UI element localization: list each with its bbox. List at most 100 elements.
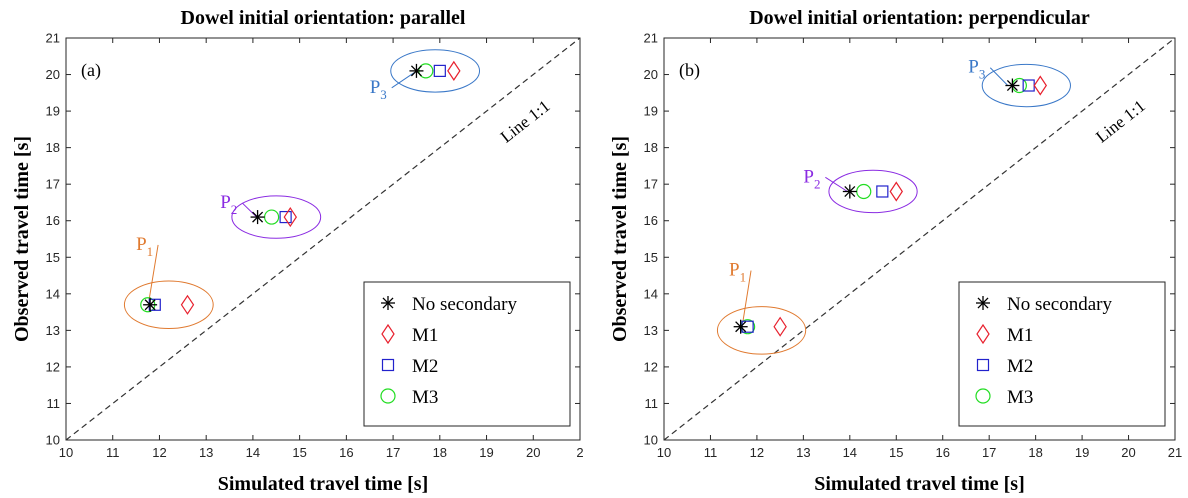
group-leader-line	[742, 270, 752, 322]
data-point-m1	[773, 316, 787, 337]
y-tick-label: 18	[46, 140, 60, 155]
group-label-letter: P	[370, 77, 381, 98]
group-label: P1	[136, 234, 153, 259]
data-point-m2	[279, 210, 292, 224]
y-tick-label: 12	[644, 359, 658, 374]
asterisk-stroke	[410, 65, 422, 77]
y-axis-label: Observed travel time [s]	[609, 136, 631, 342]
data-point-no-secondary	[733, 319, 748, 334]
x-tick-label: 13	[796, 445, 810, 460]
x-tick-label: 20	[1121, 445, 1135, 460]
y-tick-label: 17	[644, 177, 658, 192]
x-tick-label: 15	[292, 445, 306, 460]
legend-marker	[380, 388, 396, 404]
y-tick-label: 14	[46, 286, 60, 301]
group-label-letter: P	[968, 57, 979, 78]
x-tick-label: 18	[433, 445, 447, 460]
data-point-m3	[264, 209, 280, 225]
asterisk-stroke	[844, 185, 856, 197]
y-tick-label: 21	[644, 31, 658, 46]
legend-label: M2	[1007, 356, 1033, 377]
y-tick-label: 15	[46, 250, 60, 265]
group-label-letter: P	[136, 234, 147, 255]
legend-marker	[381, 323, 395, 345]
group-label-subscript: 1	[740, 270, 747, 285]
legend-label: M1	[412, 325, 438, 346]
legend: No secondary M1 M2 M3	[363, 281, 571, 427]
data-point-m3	[856, 183, 872, 200]
x-axis-label: Simulated travel time [s]	[218, 473, 429, 495]
y-tick-label: 15	[644, 250, 658, 265]
y-tick-label: 10	[46, 433, 60, 448]
data-point-m1	[283, 206, 298, 228]
legend-marker	[381, 296, 395, 310]
y-tick-label: 13	[644, 323, 658, 338]
group-ellipse	[828, 169, 918, 214]
one-to-one-line	[663, 37, 1176, 441]
legend-label: No secondary	[412, 294, 517, 315]
y-tick-label: 17	[46, 177, 60, 192]
chart-title: Dowel initial orientation: parallel	[181, 7, 466, 29]
legend-label: No secondary	[1007, 294, 1112, 315]
legend-marker	[975, 388, 991, 404]
y-tick-label: 20	[46, 67, 60, 82]
asterisk-stroke	[977, 297, 989, 309]
x-tick-label: 13	[199, 445, 213, 460]
group-label: P3	[968, 57, 985, 82]
group-leader-line	[148, 244, 159, 300]
x-tick-label: 17	[386, 445, 400, 460]
x-tick-label: 21	[1168, 445, 1182, 460]
data-point-no-secondary	[143, 297, 158, 312]
plot-area-frame	[65, 37, 581, 441]
asterisk-stroke	[252, 211, 264, 223]
x-tick-label: 2	[576, 445, 583, 460]
data-point-no-secondary	[409, 63, 424, 78]
group-ellipse	[981, 63, 1071, 108]
y-tick-label: 21	[46, 31, 60, 46]
group-ellipse	[123, 280, 214, 330]
y-tick-label: 20	[644, 67, 658, 82]
x-tick-label: 19	[1075, 445, 1089, 460]
y-tick-label: 12	[46, 359, 60, 374]
x-tick-label: 14	[843, 445, 857, 460]
data-point-m1	[180, 294, 195, 315]
one-to-one-line-label: Line 1:1	[1092, 96, 1149, 146]
x-tick-label: 15	[889, 445, 903, 460]
group-label-subscript: 3	[380, 87, 387, 102]
legend-label: M1	[1007, 325, 1033, 346]
group-ellipse	[716, 306, 807, 355]
y-tick-label: 16	[46, 213, 60, 228]
x-tick-label: 10	[657, 445, 671, 460]
group-label-letter: P	[220, 192, 231, 213]
asterisk-stroke	[382, 297, 394, 309]
y-tick-label: 13	[46, 323, 60, 338]
panel-label: (a)	[81, 60, 101, 81]
data-point-no-secondary	[1005, 78, 1020, 93]
data-point-m2	[433, 64, 446, 77]
chart-panel-b: Dowel initial orientation: perpendicular…	[609, 7, 1182, 495]
group-leader-line	[241, 202, 257, 218]
data-point-m1	[447, 60, 461, 81]
data-point-m1	[1033, 75, 1048, 96]
x-tick-label: 20	[526, 445, 540, 460]
data-point-no-secondary	[250, 210, 265, 225]
asterisk-stroke	[144, 299, 156, 311]
group-leader-line	[391, 72, 415, 89]
group-ellipse	[390, 49, 481, 93]
y-tick-label: 11	[47, 396, 61, 411]
data-point-m2	[876, 185, 889, 198]
x-tick-label: 12	[750, 445, 764, 460]
x-tick-label: 11	[106, 445, 120, 460]
group-ellipse	[231, 195, 322, 239]
y-tick-label: 16	[644, 213, 658, 228]
y-tick-label: 10	[644, 433, 658, 448]
x-tick-label: 17	[982, 445, 996, 460]
group-label: P2	[220, 192, 237, 217]
group-label-subscript: 2	[814, 176, 821, 191]
group-label-subscript: 3	[979, 67, 986, 82]
x-axis-label: Simulated travel time [s]	[814, 473, 1025, 495]
panel-label: (b)	[679, 60, 700, 81]
legend: No secondary M1 M2 M3	[958, 281, 1166, 427]
group-label: P1	[729, 260, 746, 285]
